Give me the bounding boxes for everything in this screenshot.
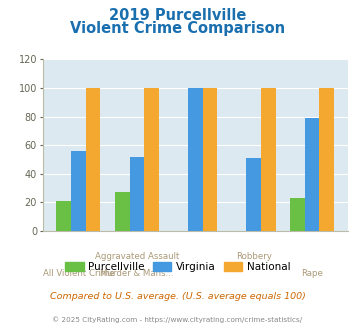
Bar: [203, 88, 217, 231]
Bar: [261, 88, 275, 231]
Bar: [290, 198, 305, 231]
Text: Aggravated Assault: Aggravated Assault: [95, 251, 179, 261]
Bar: [144, 88, 159, 231]
Text: Murder & Mans...: Murder & Mans...: [100, 269, 174, 278]
Text: © 2025 CityRating.com - https://www.cityrating.com/crime-statistics/: © 2025 CityRating.com - https://www.city…: [53, 317, 302, 323]
Bar: [115, 192, 130, 231]
Bar: [188, 88, 203, 231]
Text: Violent Crime Comparison: Violent Crime Comparison: [70, 21, 285, 36]
Bar: [86, 88, 100, 231]
Text: Rape: Rape: [301, 269, 323, 278]
Text: Robbery: Robbery: [236, 251, 272, 261]
Bar: [130, 157, 144, 231]
Bar: [320, 88, 334, 231]
Text: All Violent Crime: All Violent Crime: [43, 269, 114, 278]
Bar: [71, 151, 86, 231]
Legend: Purcellville, Virginia, National: Purcellville, Virginia, National: [61, 258, 294, 276]
Bar: [305, 118, 320, 231]
Text: Compared to U.S. average. (U.S. average equals 100): Compared to U.S. average. (U.S. average …: [50, 292, 305, 301]
Bar: [246, 158, 261, 231]
Bar: [56, 201, 71, 231]
Text: 2019 Purcellville: 2019 Purcellville: [109, 8, 246, 23]
